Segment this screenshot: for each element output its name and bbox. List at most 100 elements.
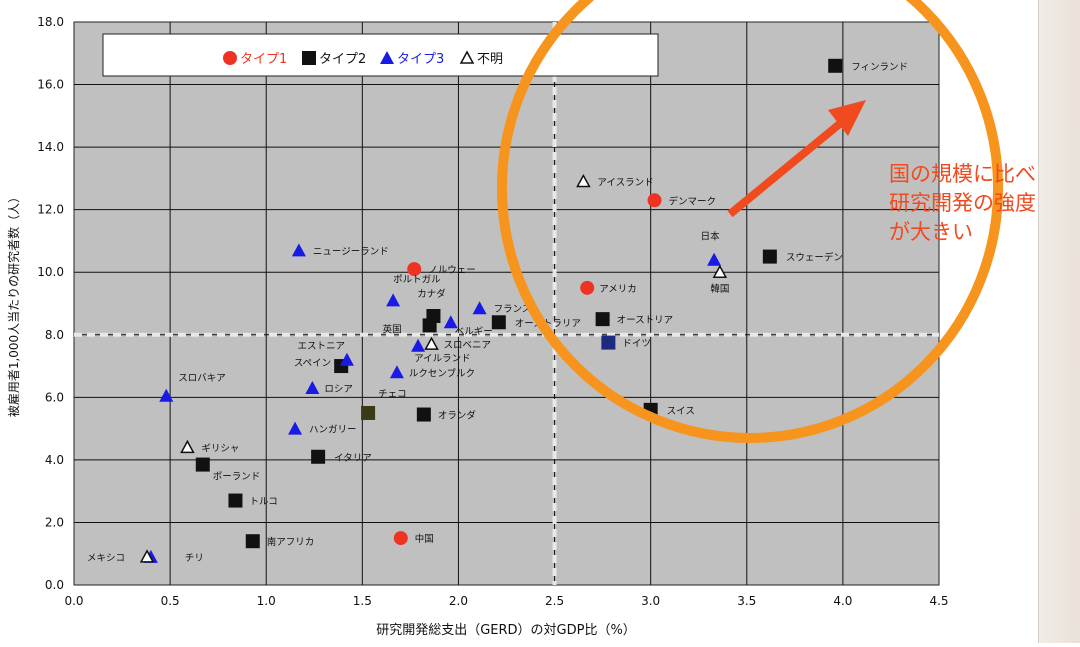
legend-box (102, 33, 659, 77)
data-label: チリ (185, 553, 204, 564)
data-point-triangle (305, 380, 320, 394)
y-axis-label: 被雇用者1,000人当たりの研究者数（人） (6, 191, 21, 417)
data-point-triangle (339, 352, 354, 366)
data-point-square (416, 407, 431, 422)
data-point-triangle (443, 315, 458, 329)
x-tick-label: 0.0 (64, 594, 83, 608)
x-tick-label: 4.0 (833, 594, 852, 608)
y-tick-label: 12.0 (37, 203, 64, 217)
x-tick-label: 0.5 (161, 594, 180, 608)
data-point-square (422, 318, 437, 333)
y-tick-label: 4.0 (45, 453, 64, 467)
data-label: ハンガリー (309, 425, 357, 436)
data-label: メキシコ (87, 553, 125, 564)
x-tick-label: 1.0 (257, 594, 276, 608)
x-tick-label: 1.5 (353, 594, 372, 608)
data-point-square (762, 249, 777, 264)
data-point-open-triangle (576, 173, 591, 188)
data-label: 韓国 (710, 284, 729, 295)
y-tick-label: 16.0 (37, 78, 64, 92)
data-label: スロバキア (178, 373, 226, 384)
x-tick-label: 2.0 (449, 594, 468, 608)
legend-marker-triangle (380, 51, 394, 64)
data-label: アイルランド (414, 354, 471, 365)
y-tick-label: 8.0 (45, 328, 64, 342)
legend-marker-square (302, 51, 316, 65)
x-tick-label: 3.5 (737, 594, 756, 608)
data-point-triangle (472, 301, 487, 315)
data-label: ポーランド (213, 472, 261, 483)
annotation-line-3: が大きい (889, 220, 973, 244)
annotation-overlay: 国の規模に比べ 研究開発の強度 が大きい (497, 0, 1036, 443)
data-label: エストニア (297, 341, 345, 352)
annotation-line-1: 国の規模に比べ (889, 162, 1036, 186)
trend-arrow-shaft (727, 118, 845, 218)
slide-edge (1038, 0, 1080, 643)
y-tick-label: 18.0 (37, 15, 64, 29)
legend-label: タイプ2 (319, 52, 366, 67)
data-point-open-triangle (424, 336, 439, 350)
data-point-triangle (288, 421, 303, 435)
plot-area (73, 21, 940, 586)
annotation-line-2: 研究開発の強度 (889, 191, 1036, 215)
data-label: 中国 (415, 533, 434, 545)
data-point-square (595, 312, 610, 327)
data-label: 日本 (701, 231, 721, 243)
legend-marker-circle (223, 51, 237, 65)
y-tick-label: 14.0 (37, 140, 64, 154)
data-label: イタリア (334, 453, 372, 464)
data-point-triangle (389, 365, 404, 379)
data-label: 南アフリカ (267, 536, 315, 548)
data-point-triangle (159, 388, 174, 402)
data-point-square (195, 457, 210, 472)
trend-arrow-head (828, 100, 866, 136)
data-label: ルクセンブルク (409, 367, 475, 379)
data-label: トルコ (249, 497, 277, 508)
data-label: スペイン (294, 358, 331, 369)
data-label: オーストラリア (515, 318, 581, 329)
data-label: フィンランド (851, 62, 908, 73)
highlight-ring (497, 0, 1003, 443)
data-point-open-triangle (180, 439, 195, 454)
reference-lines (74, 22, 939, 585)
legend-label: タイプ3 (397, 52, 444, 67)
data-label: カナダ (417, 288, 446, 300)
data-label: デンマーク (669, 195, 717, 207)
data-point-square (828, 58, 843, 73)
data-label: オーストリア (617, 315, 674, 326)
data-label: スウェーデン (786, 252, 843, 264)
data-label: ノルウェー (428, 265, 476, 276)
data-point-circle (393, 531, 408, 546)
y-tick-label: 0.0 (45, 578, 64, 592)
data-label: チェコ (378, 389, 407, 400)
data-point-square (311, 449, 326, 464)
data-point-square (491, 315, 506, 330)
legend-label: 不明 (477, 52, 503, 67)
axis-ticks: 0.0 0.5 1.0 1.5 2.0 2.5 3.0 3.5 4.0 4.5 0.0 2.0 4.0 6… (37, 15, 948, 608)
data-label: ニュージーランド (313, 246, 389, 257)
data-point-circle (580, 280, 595, 295)
legend: タイプ1 タイプ2 タイプ3 不明 (102, 33, 659, 77)
data-point-triangle (707, 252, 722, 266)
data-point-triangle (386, 293, 401, 307)
x-tick-label: 3.0 (641, 594, 660, 608)
data-point-triangle (411, 338, 426, 352)
data-point-open-triangle (139, 549, 155, 563)
data-point-square (361, 405, 376, 420)
data-label: ポルトガル (393, 274, 441, 285)
data-point-triangle (291, 243, 306, 257)
data-point-square (601, 335, 616, 350)
data-point-circle (647, 193, 662, 208)
data-label: 英国 (383, 323, 402, 335)
y-tick-label: 6.0 (45, 390, 64, 404)
data-label: アイスランド (597, 178, 653, 189)
data-label: オランダ (438, 410, 477, 422)
y-tick-label: 10.0 (37, 265, 64, 279)
grid-lines (74, 22, 939, 585)
data-label: ギリシャ (201, 443, 239, 454)
data-point-open-triangle (712, 264, 728, 278)
data-point-circle (407, 262, 422, 277)
